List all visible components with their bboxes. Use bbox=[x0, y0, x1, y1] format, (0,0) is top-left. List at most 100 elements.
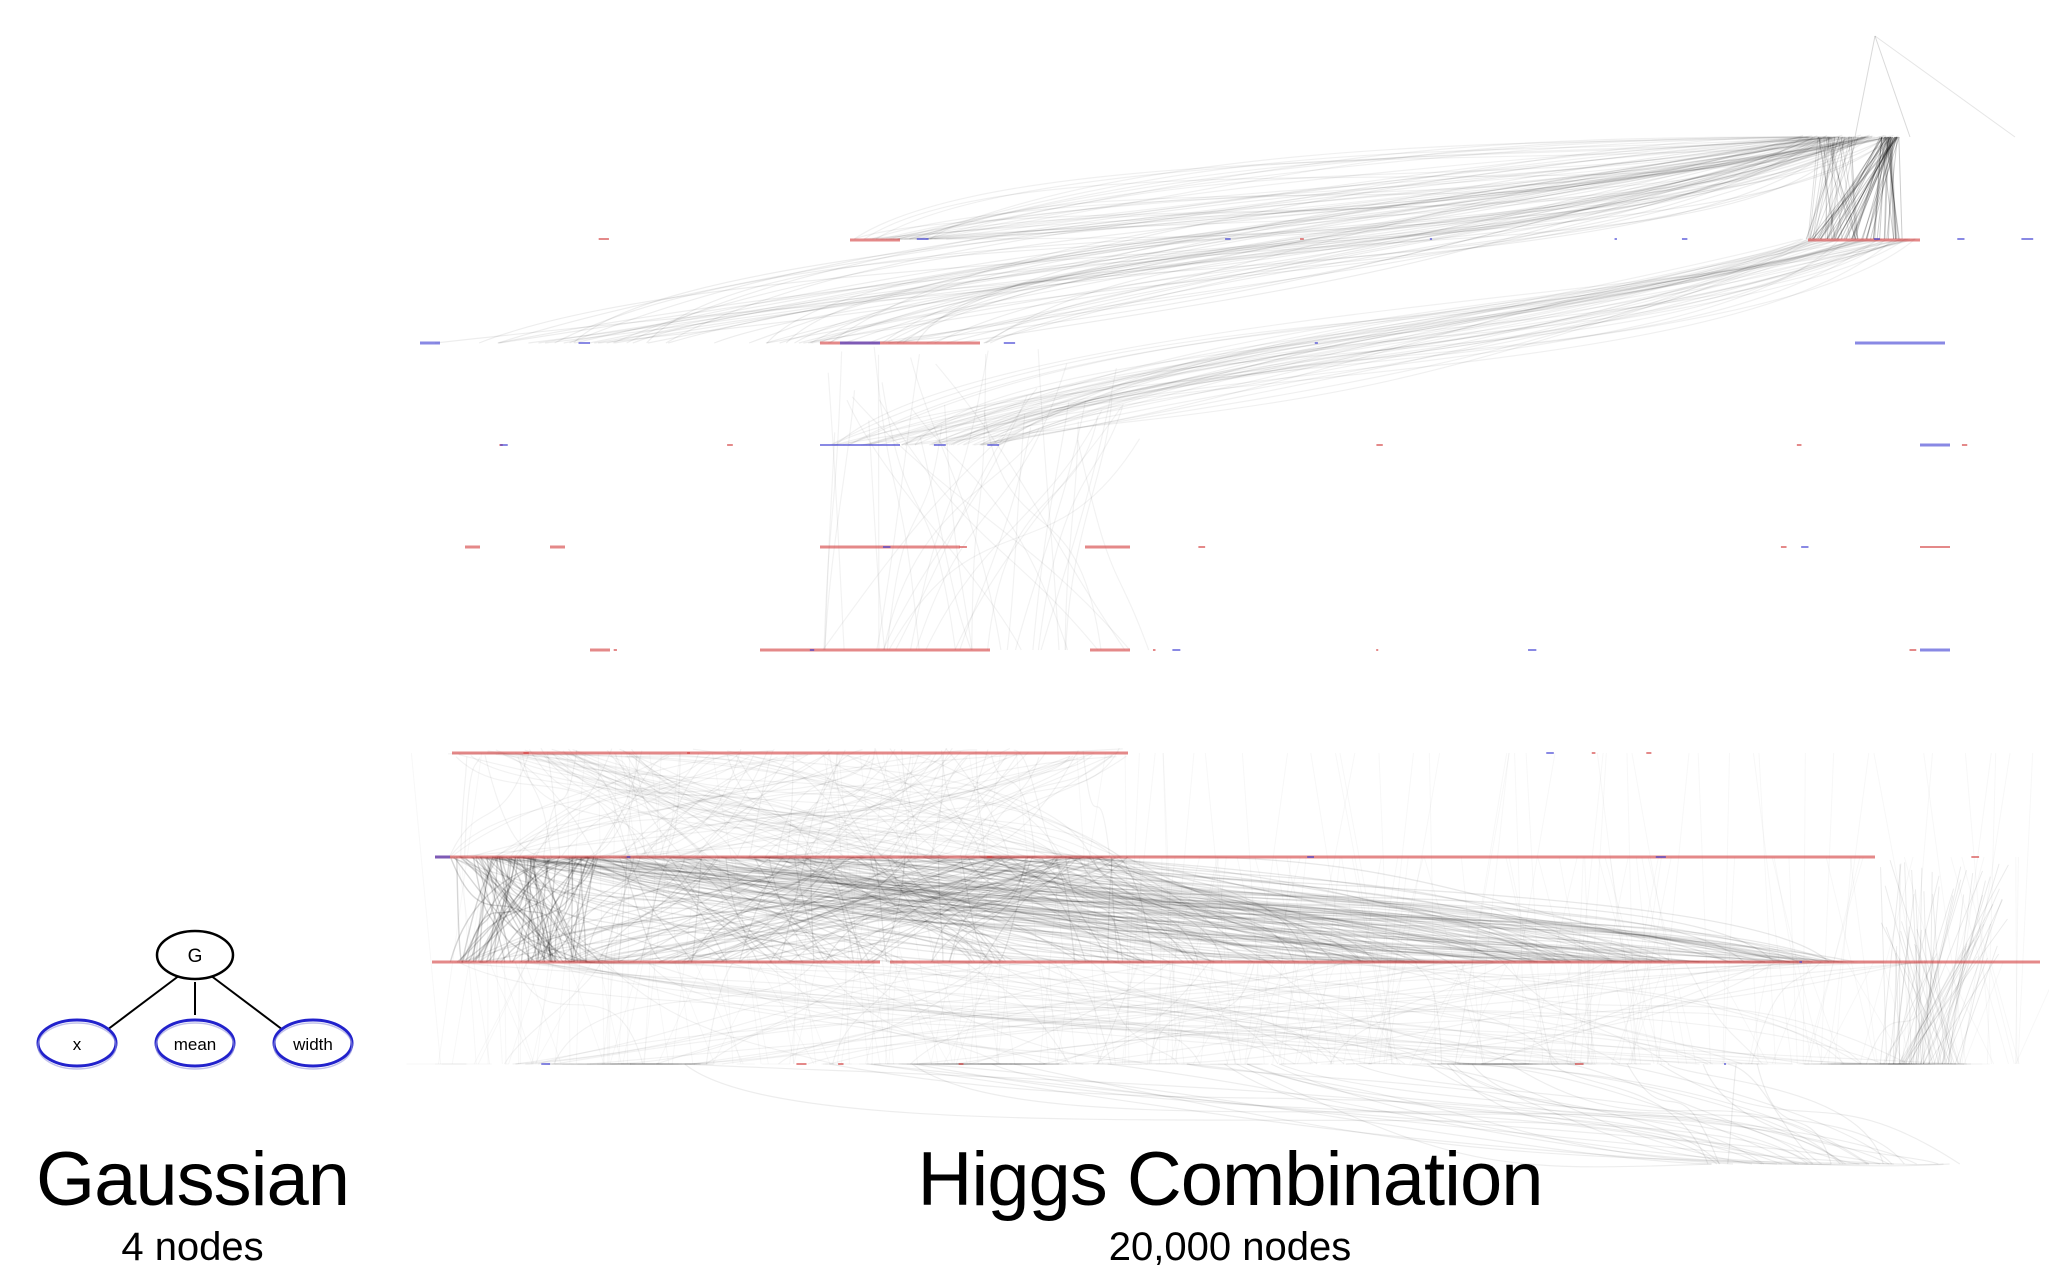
graph-edge bbox=[573, 137, 1814, 344]
graph-edge bbox=[545, 135, 1813, 344]
graph-edge bbox=[830, 238, 1858, 446]
graph-edge bbox=[873, 856, 888, 963]
graph-edge bbox=[1889, 136, 1895, 240]
node-layer bbox=[890, 960, 2040, 964]
graph-edge bbox=[1941, 898, 2003, 1065]
graph-edge bbox=[686, 856, 1701, 963]
graph-edge bbox=[639, 753, 813, 858]
graph-edge bbox=[458, 856, 557, 963]
graph-edge bbox=[540, 856, 1729, 963]
graph-edge bbox=[764, 856, 1353, 963]
graph-edge bbox=[931, 856, 1029, 963]
graph-edge bbox=[768, 856, 1067, 963]
graph-edge bbox=[916, 961, 1923, 1065]
graph-edge bbox=[573, 856, 993, 963]
graph-edge bbox=[949, 856, 1071, 963]
graph-node bbox=[958, 1063, 964, 1065]
graph-edge bbox=[1886, 136, 1899, 240]
graph-edge bbox=[567, 856, 812, 963]
graph-edge bbox=[554, 856, 704, 963]
graph-edge bbox=[665, 137, 1887, 344]
graph-edge bbox=[1944, 957, 1988, 1065]
graph-edge bbox=[979, 238, 1879, 446]
graph-edge bbox=[1831, 136, 1885, 240]
graph-edge bbox=[998, 238, 1908, 446]
graph-edge bbox=[824, 432, 836, 651]
graph-edge bbox=[936, 749, 989, 858]
graph-edge bbox=[875, 136, 1808, 240]
graph-edge bbox=[531, 756, 750, 858]
graph-edge bbox=[1902, 918, 2008, 1065]
graph-edge bbox=[497, 138, 1816, 344]
graph-edge bbox=[948, 856, 1027, 963]
graph-edge bbox=[971, 354, 987, 651]
graph-edge bbox=[530, 961, 1652, 1065]
graph-edge bbox=[505, 856, 909, 963]
graph-edge bbox=[1009, 856, 1087, 963]
graph-edge bbox=[481, 856, 1555, 963]
graph-edge bbox=[978, 961, 1957, 1065]
graph-edge bbox=[866, 1063, 1944, 1166]
graph-edge bbox=[517, 856, 538, 963]
graph-edge bbox=[553, 961, 815, 1065]
graph-edge bbox=[537, 961, 1442, 1065]
graph-edge bbox=[601, 856, 1617, 963]
graph-edge bbox=[480, 856, 517, 963]
graph-edge bbox=[779, 134, 1871, 344]
graph-edge bbox=[537, 961, 1793, 1065]
graph-edge bbox=[923, 856, 1536, 963]
graph-edge bbox=[551, 856, 1669, 963]
graph-edge bbox=[772, 751, 1029, 858]
graph-edge bbox=[957, 136, 1845, 344]
graph-edge bbox=[713, 136, 1864, 344]
graph-edge bbox=[882, 136, 1820, 344]
graph-edge bbox=[1879, 863, 1902, 1065]
graph-edge bbox=[879, 136, 1872, 240]
graph-edge bbox=[881, 856, 1450, 963]
graph-edge bbox=[1077, 439, 1150, 651]
graph-edge bbox=[904, 238, 1850, 446]
graph-edge bbox=[1446, 1063, 1718, 1165]
graph-edge bbox=[726, 754, 815, 858]
graph-node bbox=[1961, 444, 1968, 446]
graph-edge bbox=[1851, 136, 1895, 240]
graph-edge bbox=[571, 856, 591, 963]
graph-edge bbox=[684, 1063, 1813, 1165]
graph-edge bbox=[1112, 856, 1553, 963]
graph-edge bbox=[690, 856, 831, 963]
graph-edge bbox=[1837, 136, 1896, 240]
node-layer bbox=[590, 648, 610, 652]
graph-edge bbox=[885, 136, 1833, 344]
graph-edge bbox=[1751, 961, 1822, 1065]
graph-edge bbox=[1862, 136, 1892, 240]
graph-edge bbox=[926, 134, 1885, 344]
graph-edge bbox=[449, 753, 740, 858]
graph-edge bbox=[985, 136, 1804, 344]
graph-edge bbox=[1845, 136, 1898, 240]
graph-edge bbox=[950, 238, 1804, 446]
graph-edge bbox=[520, 856, 550, 963]
graph-edge bbox=[910, 357, 1002, 651]
graph-edge bbox=[523, 856, 866, 963]
graph-node bbox=[2021, 238, 2034, 240]
graph-edge bbox=[1159, 961, 1559, 1065]
graph-edge bbox=[519, 856, 1038, 963]
graph-edge bbox=[785, 135, 1892, 344]
graph-edge bbox=[928, 136, 1843, 240]
graph-node bbox=[1314, 342, 1318, 344]
graph-edge bbox=[882, 395, 1028, 651]
graph-edge bbox=[934, 136, 1809, 240]
graph-edge bbox=[1873, 136, 1883, 240]
graph-edge bbox=[465, 856, 537, 963]
node-layer bbox=[435, 855, 450, 859]
graph-edge bbox=[930, 136, 1816, 240]
graph-edge bbox=[1345, 1062, 1753, 1165]
graph-edge bbox=[958, 961, 1171, 1066]
higgs-graph-edges bbox=[435, 35, 2016, 1168]
graph-edge bbox=[1880, 922, 1952, 1065]
graph-edge bbox=[1901, 864, 2009, 1065]
graph-edge bbox=[931, 238, 1823, 446]
node-mean-label: mean bbox=[174, 1035, 217, 1054]
graph-edge bbox=[693, 961, 1493, 1065]
graph-node bbox=[1429, 238, 1433, 240]
